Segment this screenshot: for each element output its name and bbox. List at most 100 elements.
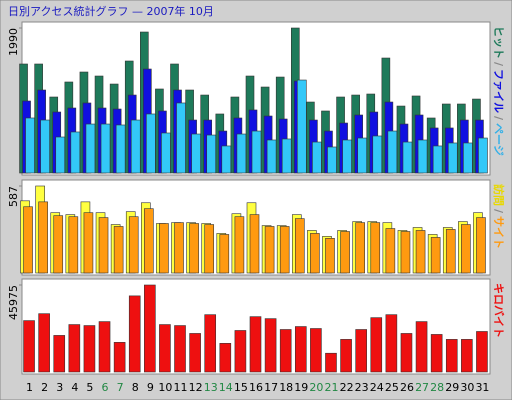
- bar: [461, 224, 471, 274]
- chart-title: 日別アクセス統計グラフ — 2007年 10月: [8, 4, 214, 18]
- bar: [55, 136, 66, 174]
- bar: [357, 137, 367, 174]
- bar: [327, 146, 337, 174]
- bar: [325, 238, 335, 274]
- bar: [430, 334, 443, 373]
- bar: [279, 226, 290, 274]
- legend: ヒット / ファイル / ページ: [492, 26, 505, 156]
- x-tick-label: 9: [147, 381, 154, 394]
- x-tick-label: 7: [117, 381, 124, 394]
- bar: [38, 201, 48, 274]
- bar: [191, 133, 201, 174]
- bar: [144, 284, 156, 373]
- y-tick-label: 1990: [7, 28, 20, 56]
- bar: [23, 320, 35, 373]
- bar: [415, 321, 428, 373]
- bar: [264, 318, 277, 373]
- bar: [445, 339, 458, 373]
- bar: [432, 145, 443, 174]
- x-tick-label: 15: [234, 381, 248, 394]
- bar: [445, 229, 456, 274]
- bar: [146, 113, 156, 174]
- bar: [68, 324, 81, 373]
- x-tick-label: 19: [294, 381, 308, 394]
- bar: [325, 352, 337, 373]
- legend-entry: ページ: [492, 123, 505, 156]
- bar: [83, 325, 96, 373]
- legend-entry: キロバイト: [492, 283, 505, 338]
- bar: [113, 342, 126, 373]
- bar: [189, 333, 201, 373]
- x-tick-label: 30: [460, 381, 474, 394]
- bar: [266, 139, 277, 174]
- bar: [370, 222, 381, 274]
- bar: [68, 216, 79, 274]
- bar: [355, 329, 367, 373]
- x-tick-label: 20: [309, 381, 323, 394]
- bar: [113, 226, 124, 274]
- x-tick-label: 13: [204, 381, 218, 394]
- bar: [174, 325, 186, 373]
- bar: [70, 131, 81, 174]
- x-tick-label: 26: [400, 381, 414, 394]
- legend-separator: /: [492, 62, 505, 67]
- bar: [400, 231, 411, 274]
- x-tick-label: 29: [445, 381, 459, 394]
- x-tick-label: 12: [189, 381, 203, 394]
- bar: [447, 142, 458, 174]
- bar: [294, 326, 307, 373]
- bar: [100, 123, 111, 174]
- x-tick-label: 21: [324, 381, 338, 394]
- x-tick-label: 5: [86, 381, 93, 394]
- x-tick-label: 18: [279, 381, 293, 394]
- bar: [296, 79, 307, 174]
- bar: [161, 132, 171, 174]
- legend-entry: ヒット: [492, 26, 505, 59]
- legend-entry: 訪問: [492, 184, 506, 206]
- x-tick-label: 25: [385, 381, 399, 394]
- x-tick-label: 22: [340, 381, 354, 394]
- bar: [128, 295, 141, 373]
- bar: [236, 133, 247, 174]
- bar: [219, 343, 232, 373]
- bar: [25, 117, 35, 174]
- x-tick-label: 2: [41, 381, 48, 394]
- bar: [402, 141, 413, 174]
- x-tick-label: 10: [158, 381, 172, 394]
- bar: [159, 223, 169, 274]
- bar: [53, 335, 66, 373]
- x-tick-label: 31: [475, 381, 489, 394]
- bar: [249, 214, 260, 274]
- y-tick-label: 45975: [7, 285, 20, 320]
- bar: [463, 142, 473, 174]
- x-tick-label: 4: [71, 381, 78, 394]
- bar: [400, 333, 413, 373]
- bar: [40, 119, 50, 174]
- bar: [342, 139, 352, 174]
- bar: [174, 222, 184, 274]
- bar: [23, 206, 33, 274]
- bar: [98, 321, 111, 373]
- x-tick-label: 27: [415, 381, 429, 394]
- bar: [312, 141, 322, 174]
- x-tick-label: 11: [174, 381, 188, 394]
- bar: [417, 139, 428, 174]
- x-tick-label: 1: [26, 381, 33, 394]
- bar: [85, 123, 96, 174]
- legend-separator: /: [492, 209, 505, 214]
- legend: 訪問 / サイト: [492, 184, 506, 249]
- bar: [219, 234, 230, 274]
- legend-separator: /: [492, 116, 505, 121]
- bar: [206, 134, 217, 174]
- bar: [476, 331, 488, 373]
- bar: [204, 314, 217, 373]
- x-tick-label: 16: [249, 381, 263, 394]
- bar: [340, 339, 352, 373]
- bar: [264, 226, 275, 274]
- bar: [294, 218, 305, 274]
- bar: [461, 339, 473, 373]
- legend: キロバイト: [492, 283, 505, 338]
- x-tick-label: 17: [264, 381, 278, 394]
- legend-entry: ファイル: [492, 69, 505, 113]
